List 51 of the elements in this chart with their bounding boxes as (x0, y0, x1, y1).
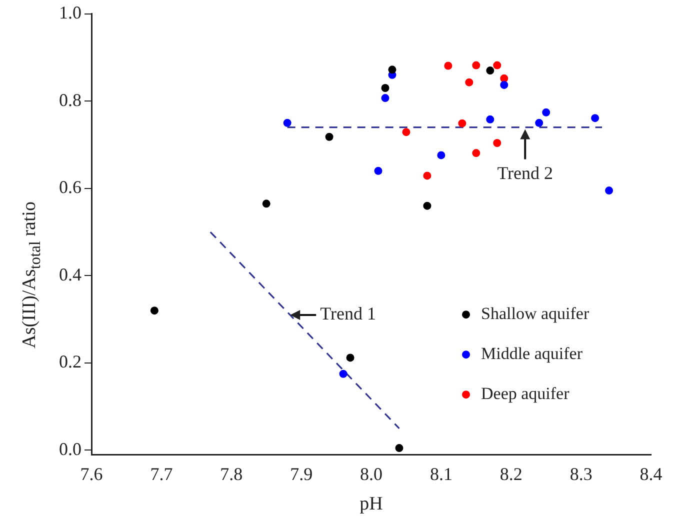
annotation: Trend 2 (497, 163, 554, 184)
point (493, 138, 502, 147)
point (283, 118, 292, 127)
point (325, 132, 334, 141)
y-tick-label: 1.0 (59, 2, 82, 23)
point (472, 149, 480, 158)
point (423, 172, 432, 180)
point (339, 370, 348, 378)
y-tick-label: 0.8 (59, 90, 82, 110)
x-tick-label: 8.4 (640, 464, 662, 484)
y-tick-label: 0.4 (59, 264, 82, 284)
legend-label: Shallow aquifer (481, 304, 590, 324)
point (346, 354, 354, 362)
x-tick-label: 7.6 (80, 464, 103, 484)
point (395, 444, 404, 452)
point (542, 108, 550, 116)
point (486, 115, 494, 124)
x-tick-label: 7.7 (150, 464, 173, 484)
point (500, 74, 508, 82)
point (381, 94, 390, 102)
point (500, 80, 508, 89)
point (444, 62, 452, 70)
y-tick-label: 0.6 (59, 177, 82, 198)
y-tick-label: 0.0 (59, 438, 82, 459)
point (437, 151, 446, 160)
x-tick-label: 8.3 (570, 464, 592, 484)
point (150, 306, 158, 315)
point (486, 66, 494, 75)
point (465, 78, 474, 86)
point (423, 202, 432, 210)
point (605, 186, 614, 195)
x-axis-title: pH (360, 494, 384, 515)
x-tick-label: 8.0 (360, 464, 382, 484)
point (388, 66, 396, 74)
point (535, 118, 544, 127)
legend-label: Deep aquifer (481, 384, 570, 404)
point (493, 61, 502, 70)
annotation: Trend 1 (320, 304, 376, 324)
point (262, 200, 270, 208)
point (458, 119, 466, 128)
point (374, 166, 382, 175)
x-tick-label: 8.1 (430, 464, 452, 484)
point (381, 84, 390, 92)
point (402, 128, 410, 136)
x-tick-label: 7.8 (220, 464, 243, 484)
x-tick-label: 8.2 (500, 464, 522, 484)
legend-label: Middle aquifer (481, 344, 583, 364)
point (472, 61, 480, 70)
x-tick-label: 7.9 (290, 464, 313, 484)
point (591, 114, 600, 122)
y-tick-label: 0.2 (59, 352, 82, 372)
